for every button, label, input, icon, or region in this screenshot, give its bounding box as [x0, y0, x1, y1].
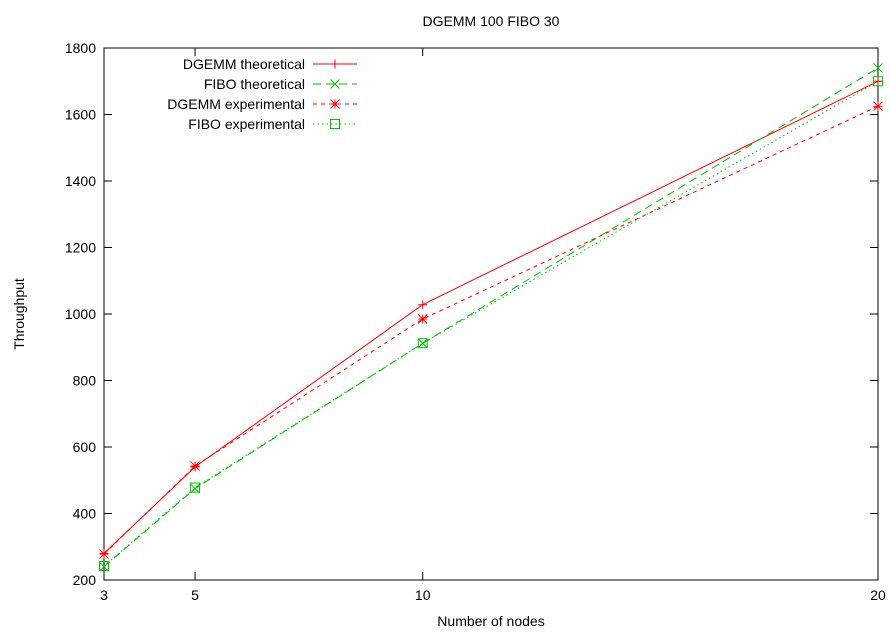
series-line-3: [103, 80, 879, 567]
x-marker: [99, 561, 109, 572]
legend-label: DGEMM theoretical: [183, 56, 305, 72]
star-marker: [330, 99, 340, 109]
axis-ticks: 200 400 600 800 1000 1200 1400 1600 1800 3 5 10 20: [65, 40, 886, 603]
x-marker: [190, 483, 200, 494]
y-tick-label: 1400: [65, 173, 96, 189]
legend-label: DGEMM experimental: [167, 96, 305, 112]
y-tick-label: 600: [73, 439, 97, 455]
series-markers: [99, 63, 883, 572]
y-tick-label: 1800: [65, 40, 96, 56]
x-tick-label: 5: [191, 587, 199, 603]
y-axis-label: Throughput: [11, 278, 27, 350]
x-axis-label: Number of nodes: [437, 613, 544, 629]
series-lines: [103, 67, 879, 568]
star-marker: [873, 101, 883, 112]
y-tick-label: 1600: [65, 107, 96, 123]
x-tick-label: 10: [415, 587, 431, 603]
legend-label: FIBO theoretical: [204, 76, 305, 92]
star-marker: [190, 461, 200, 471]
box-marker: [190, 482, 201, 493]
y-tick-label: 400: [73, 506, 97, 522]
star-marker: [99, 549, 109, 559]
box-marker: [99, 561, 109, 572]
chart-title: DGEMM 100 FIBO 30: [423, 13, 560, 29]
series-line-1: [103, 67, 879, 568]
series-line-2: [103, 105, 879, 555]
box-marker: [330, 119, 340, 129]
x-tick-label: 20: [870, 587, 886, 603]
x-marker: [330, 79, 340, 89]
plus-marker: [873, 76, 883, 86]
x-tick-label: 3: [100, 587, 108, 603]
plus-marker: [418, 300, 428, 310]
y-tick-label: 800: [73, 373, 97, 389]
plus-marker: [330, 59, 340, 69]
y-tick-label: 1000: [65, 306, 96, 322]
y-tick-label: 1200: [65, 240, 96, 256]
legend-label: FIBO experimental: [188, 116, 305, 132]
x-marker: [873, 63, 883, 73]
box-marker: [417, 338, 428, 349]
box-marker: [873, 76, 883, 87]
star-marker: [417, 314, 428, 324]
y-tick-label: 200: [73, 572, 97, 588]
legend: DGEMM theoretical FIBO theoretical DGEMM e…: [167, 56, 357, 132]
x-marker: [417, 338, 428, 349]
series-line-0: [103, 80, 879, 554]
